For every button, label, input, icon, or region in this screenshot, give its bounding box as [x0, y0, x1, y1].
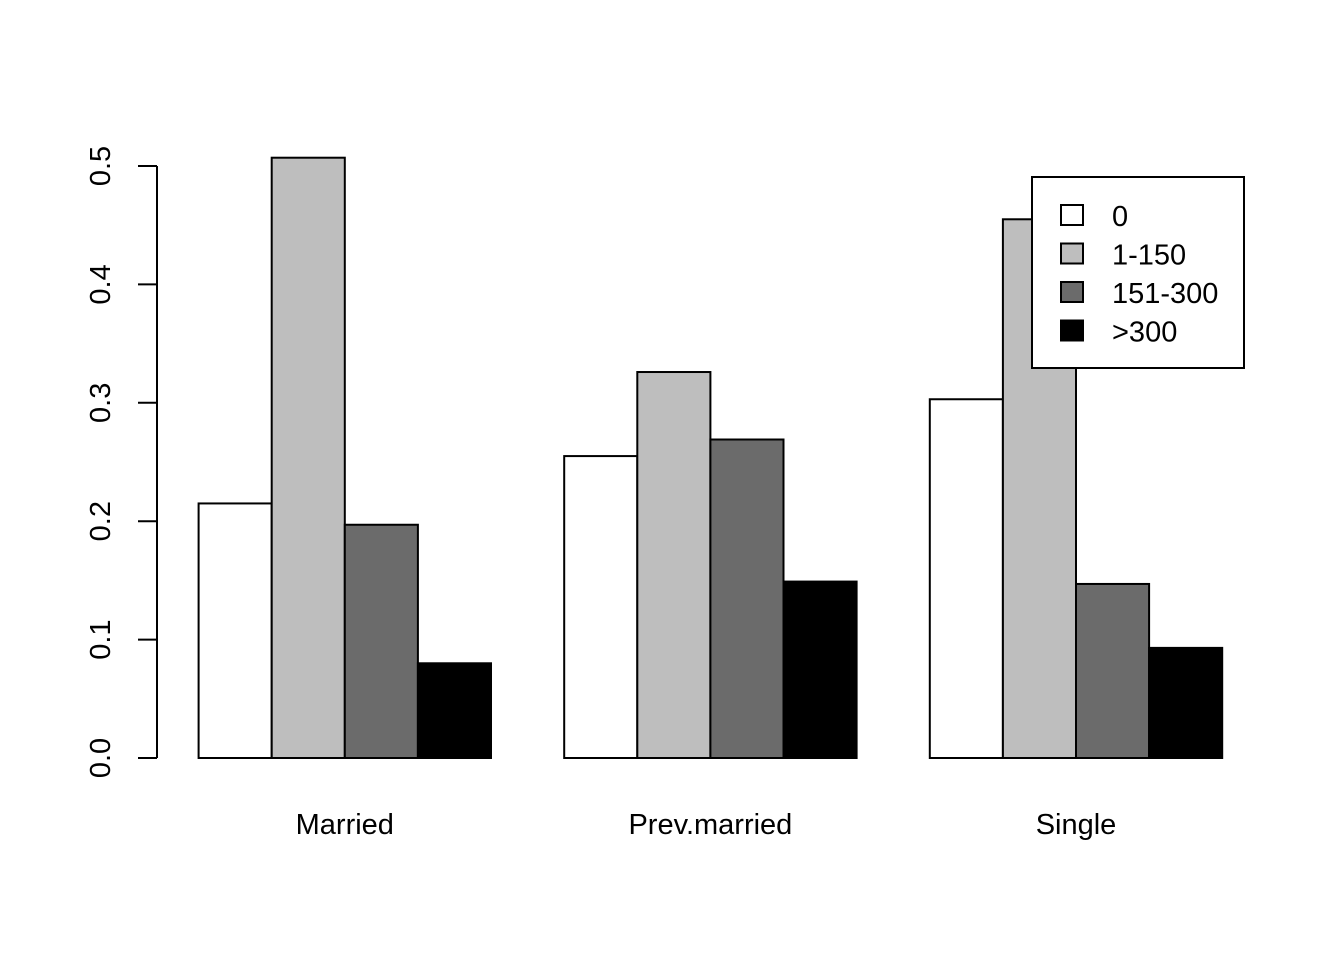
category-label: Single	[1036, 809, 1117, 841]
y-tick-label: 0.0	[85, 738, 117, 778]
legend-swatch	[1060, 319, 1084, 342]
bar-prev-married-series-3	[782, 580, 858, 760]
y-tick-label: 0.4	[85, 264, 117, 304]
y-tick-label: 0.1	[85, 619, 117, 659]
y-tick-label: 0.5	[85, 146, 117, 186]
legend: 0 1-150 151-300 >300	[1031, 176, 1245, 369]
bar-married-series-0	[197, 502, 273, 759]
legend-swatch	[1060, 242, 1084, 265]
legend-label: 1-150	[1112, 240, 1186, 272]
legend-swatch	[1060, 281, 1084, 303]
legend-label: >300	[1112, 317, 1177, 349]
bar-prev-married-series-0	[563, 455, 639, 759]
bar-married-series-1	[270, 156, 346, 759]
bar-single-series-3	[1148, 646, 1224, 760]
category-label: Married	[296, 809, 394, 841]
bar-married-series-2	[343, 523, 419, 759]
bar-single-series-0	[928, 398, 1004, 759]
y-tick-label: 0.3	[85, 383, 117, 423]
x-axis-labels: Married Prev.married Single	[296, 809, 1117, 841]
bar-prev-married-series-2	[709, 438, 785, 759]
y-tick-label: 0.2	[85, 501, 117, 541]
bar-prev-married-series-1	[636, 371, 712, 759]
category-label: Prev.married	[628, 809, 792, 841]
legend-swatch	[1060, 204, 1084, 226]
bars-layer	[197, 156, 1224, 760]
bar-married-series-3	[416, 662, 492, 760]
legend-label: 151-300	[1112, 278, 1218, 310]
legend-label: 0	[1112, 201, 1128, 233]
y-axis: 0.0 0.1 0.2 0.3 0.4 0.5	[85, 146, 158, 778]
bar-single-series-2	[1075, 582, 1151, 760]
